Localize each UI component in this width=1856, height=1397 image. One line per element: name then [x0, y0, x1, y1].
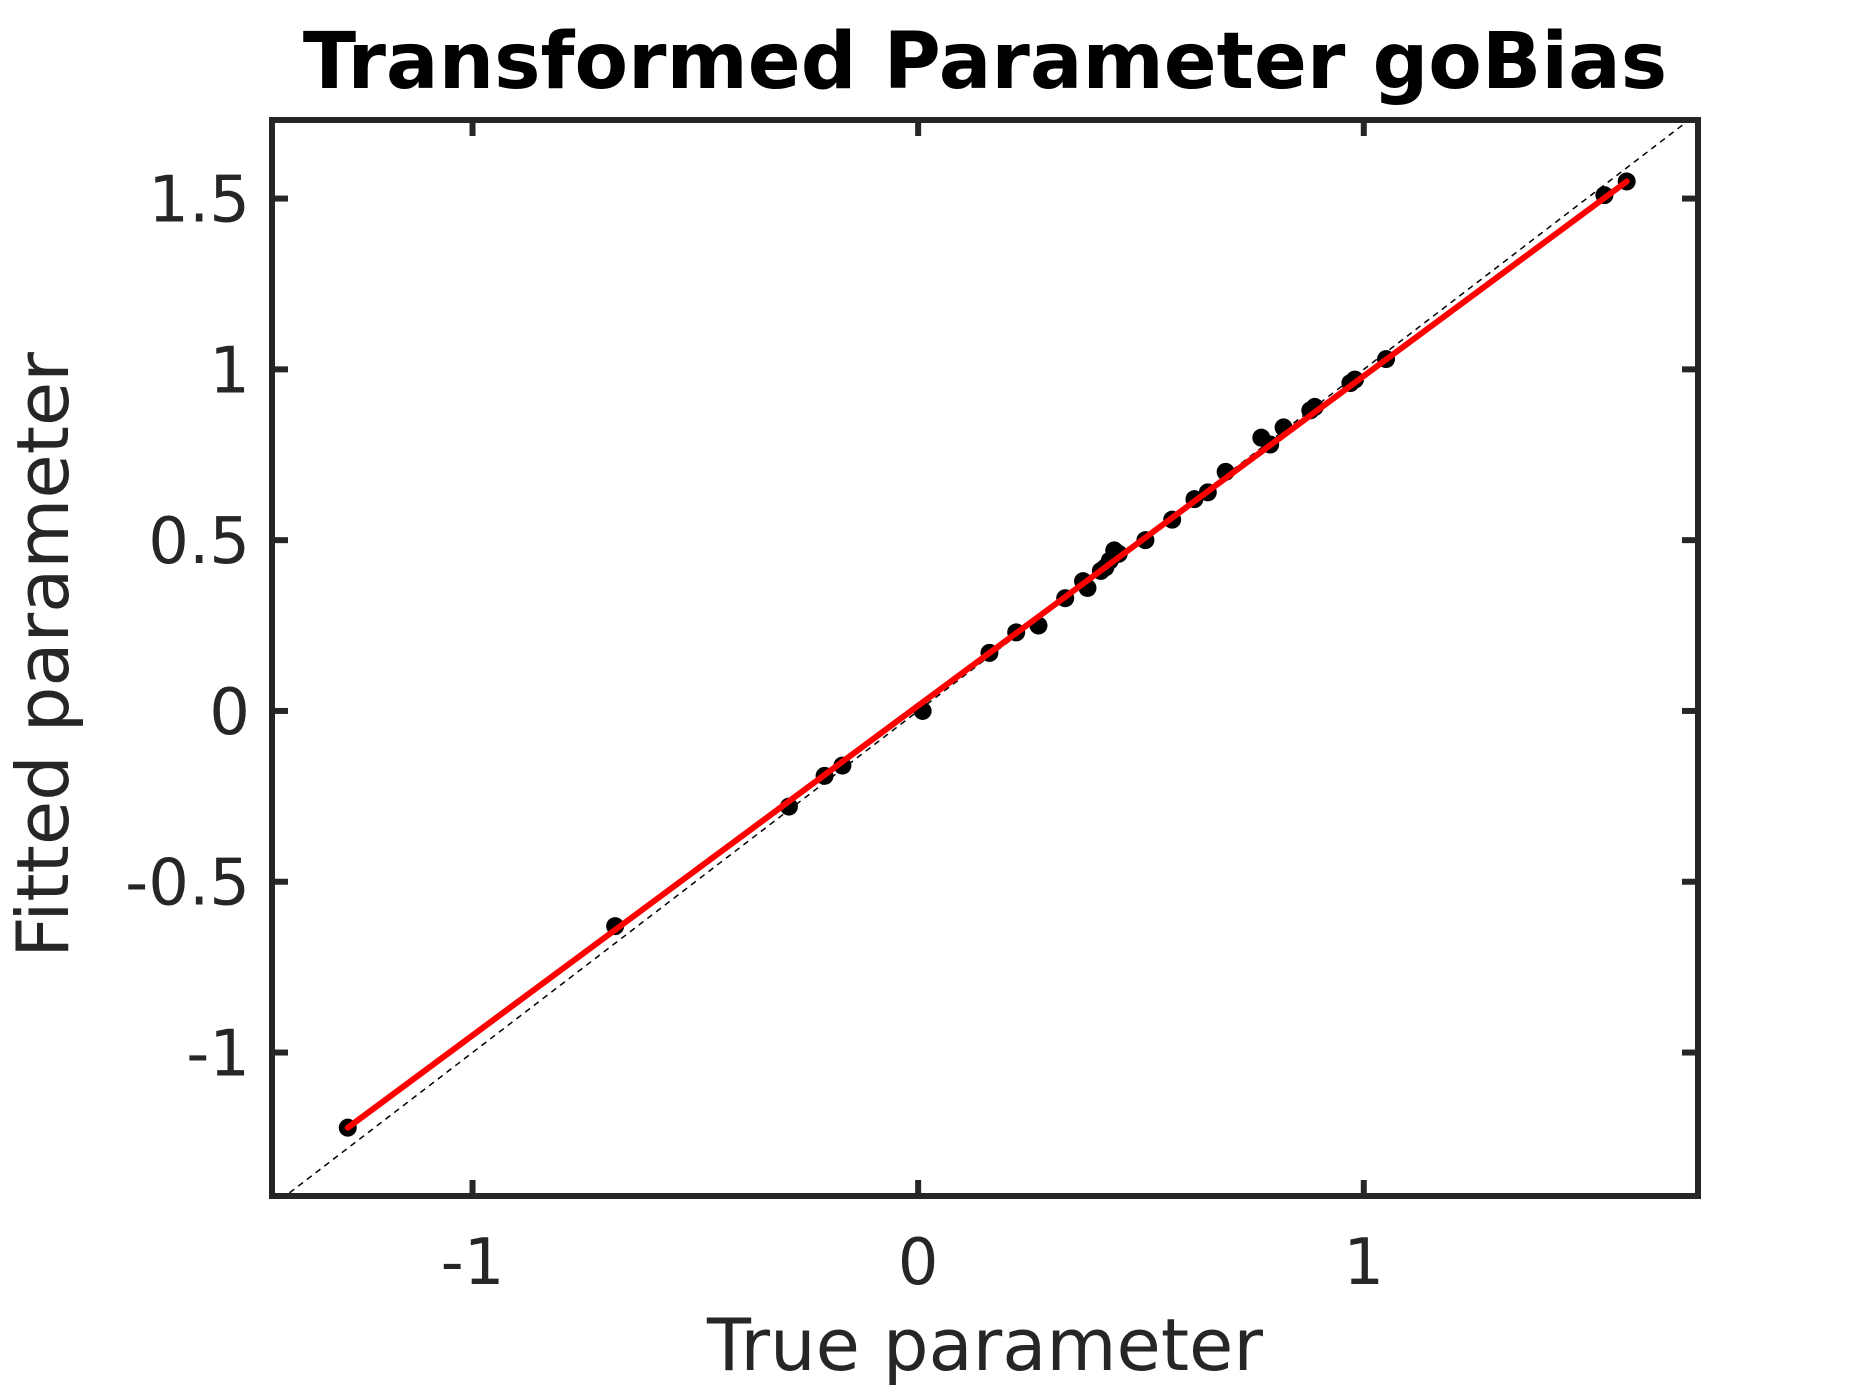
- chart-title: Transformed Parameter goBias: [303, 17, 1667, 107]
- x-tick-label: -1: [441, 1226, 505, 1300]
- y-tick-label: 0: [209, 676, 250, 750]
- x-tick-label: 0: [898, 1226, 939, 1300]
- y-axis-label: Fitted parameter: [1, 352, 85, 958]
- fit-line: [344, 178, 1630, 1131]
- x-tick-label: 1: [1343, 1226, 1384, 1300]
- y-tick-label: 1: [209, 334, 250, 408]
- y-tick-label: 0.5: [148, 505, 250, 579]
- x-axis-label: True parameter: [706, 1303, 1263, 1387]
- axes-box: [269, 117, 1701, 1199]
- y-tick-label: -0.5: [125, 847, 250, 921]
- y-tick-label: 1.5: [148, 164, 250, 238]
- y-tick-label: -1: [186, 1018, 250, 1092]
- axis-ticks: -1 0 1 -1 -0.5 0 0.5 1 1.5: [125, 120, 1698, 1300]
- plot-area: [269, 117, 1701, 1199]
